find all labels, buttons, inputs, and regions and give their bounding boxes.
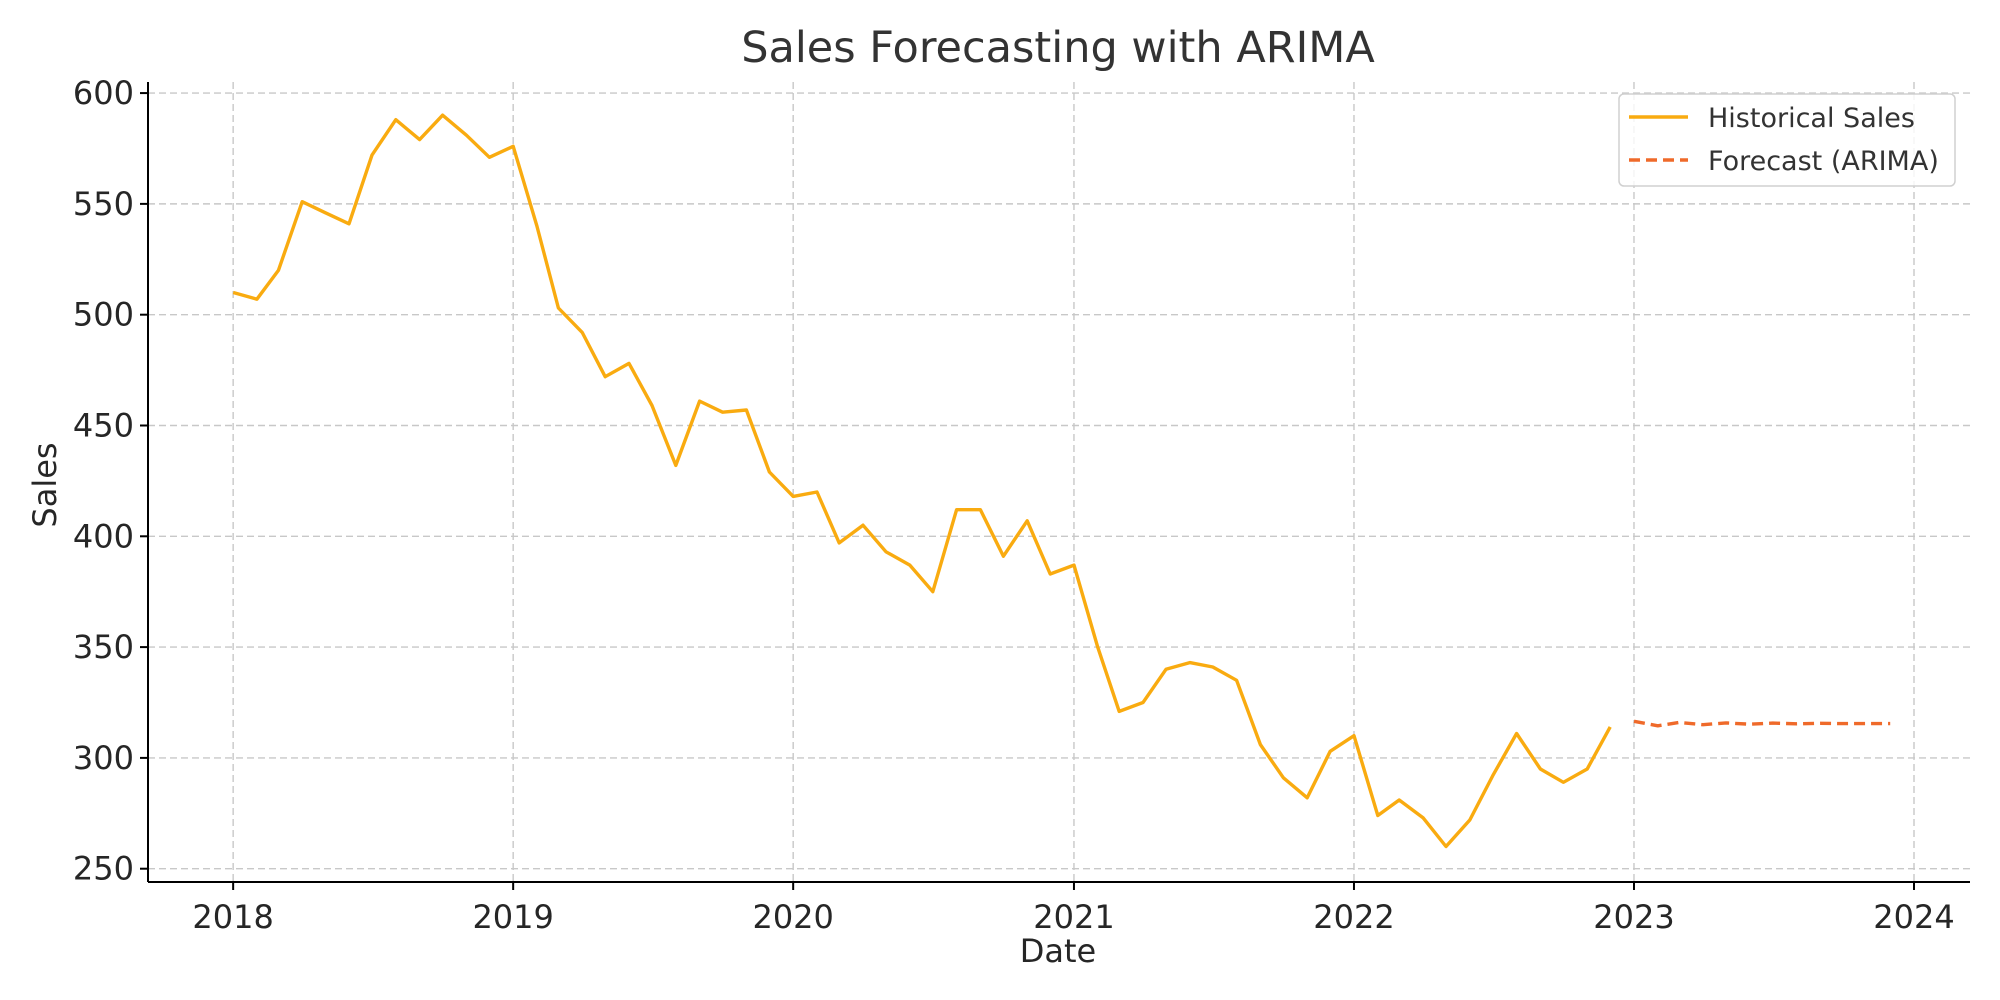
x-tick-label: 2022 (1313, 898, 1394, 936)
y-tick-label: 250 (73, 850, 134, 888)
x-tick-label: 2020 (752, 898, 833, 936)
x-tick-label: 2021 (1033, 898, 1114, 936)
y-tick-label: 300 (73, 739, 134, 777)
x-axis-label: Date (1020, 932, 1096, 970)
forecast-arima-line (1633, 719, 1891, 728)
y-tick-label: 400 (73, 517, 134, 555)
axes (140, 82, 1970, 890)
grid-lines (148, 82, 1970, 882)
legend: Historical Sales Forecast (ARIMA) (1618, 93, 1956, 187)
legend-historical-label: Historical Sales (1708, 103, 1915, 134)
y-tick-label: 550 (73, 185, 134, 223)
x-tick-label: 2023 (1593, 898, 1674, 936)
y-axis-label: Sales (26, 442, 64, 527)
y-tick-label: 500 (73, 296, 134, 334)
historical-sales-line (232, 113, 1612, 849)
x-tick-label: 2024 (1873, 898, 1954, 936)
x-tick-label: 2019 (472, 898, 553, 936)
legend-box (1618, 93, 1956, 187)
legend-forecast-label: Forecast (ARIMA) (1708, 146, 1939, 177)
tick-labels: 250 300 350 400 450 500 550 600 2018 2019 2020 2021… (73, 74, 1955, 936)
chart-title: Sales Forecasting with ARIMA (741, 23, 1375, 73)
y-tick-label: 350 (73, 628, 134, 666)
y-tick-label: 450 (73, 406, 134, 444)
series-lines (232, 113, 1891, 849)
x-tick-label: 2018 (192, 898, 273, 936)
y-tick-label: 600 (73, 74, 134, 112)
